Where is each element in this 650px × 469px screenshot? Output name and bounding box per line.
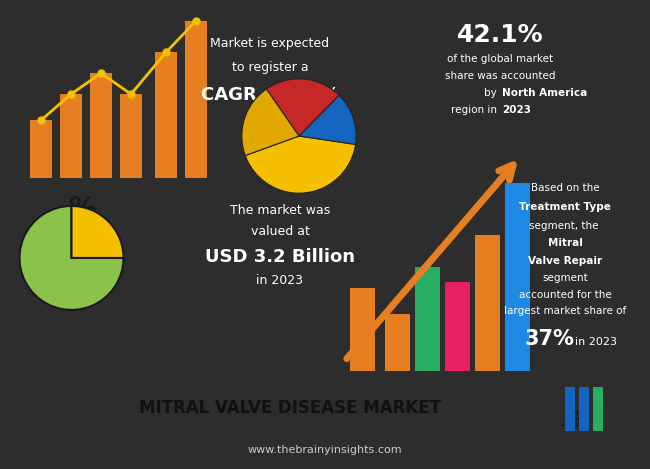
Text: accounted for the: accounted for the (519, 290, 612, 300)
Text: THE
BRAINY
INSIGHTS: THE BRAINY INSIGHTS (560, 411, 590, 428)
Circle shape (593, 175, 603, 469)
Bar (60, 94, 82, 178)
Wedge shape (299, 95, 356, 144)
Circle shape (593, 197, 603, 469)
Text: Based on the: Based on the (530, 183, 599, 193)
Circle shape (579, 197, 589, 469)
Bar (185, 21, 207, 178)
Text: Valve Repair: Valve Repair (528, 256, 602, 266)
Text: 2023: 2023 (502, 105, 531, 114)
Circle shape (565, 197, 575, 469)
Text: of the global market: of the global market (447, 54, 553, 64)
Text: in 2023: in 2023 (575, 337, 617, 347)
Point (96, 69, 106, 77)
Text: www.thebrainyinsights.com: www.thebrainyinsights.com (248, 445, 402, 455)
Text: %: % (68, 195, 96, 223)
Text: segment: segment (542, 273, 588, 283)
Bar (155, 52, 177, 178)
Text: segment, the: segment, the (528, 220, 601, 231)
Text: 37%: 37% (525, 329, 575, 349)
Wedge shape (20, 206, 124, 310)
Point (126, 91, 136, 98)
Text: Treatment Type: Treatment Type (519, 202, 611, 212)
Text: share was accounted: share was accounted (445, 71, 555, 81)
Bar (90, 73, 112, 178)
Circle shape (565, 187, 575, 469)
Point (161, 48, 171, 56)
Bar (30, 120, 52, 178)
Wedge shape (245, 136, 356, 193)
Bar (505, 183, 530, 371)
Bar (350, 287, 375, 371)
Text: North America: North America (502, 88, 587, 98)
Bar (120, 94, 142, 178)
Text: USD 3.2 Billion: USD 3.2 Billion (205, 248, 355, 266)
Bar (475, 235, 500, 371)
Circle shape (579, 187, 589, 469)
Text: 42.1%: 42.1% (457, 23, 543, 47)
Text: Mitral: Mitral (547, 238, 582, 249)
Text: The market was: The market was (230, 204, 330, 217)
Text: in 2023: in 2023 (257, 274, 304, 287)
Text: to register a: to register a (231, 61, 308, 74)
Text: by: by (484, 88, 500, 98)
Bar (385, 314, 410, 371)
Circle shape (579, 175, 589, 469)
Point (66, 91, 76, 98)
Circle shape (565, 175, 575, 469)
Point (36, 116, 46, 124)
Text: valued at: valued at (250, 225, 309, 238)
Text: MITRAL VALVE DISEASE MARKET: MITRAL VALVE DISEASE MARKET (139, 399, 441, 417)
Point (191, 17, 202, 25)
Text: Market is expected: Market is expected (211, 37, 330, 50)
Bar (445, 282, 470, 371)
Polygon shape (37, 254, 73, 280)
Circle shape (593, 187, 603, 469)
Wedge shape (242, 89, 299, 156)
Wedge shape (266, 79, 339, 136)
Bar (415, 267, 440, 371)
Text: CAGR of 9.1%: CAGR of 9.1% (201, 86, 339, 104)
Text: region in: region in (450, 105, 500, 114)
Wedge shape (72, 206, 124, 258)
Text: largest market share of: largest market share of (504, 306, 626, 317)
